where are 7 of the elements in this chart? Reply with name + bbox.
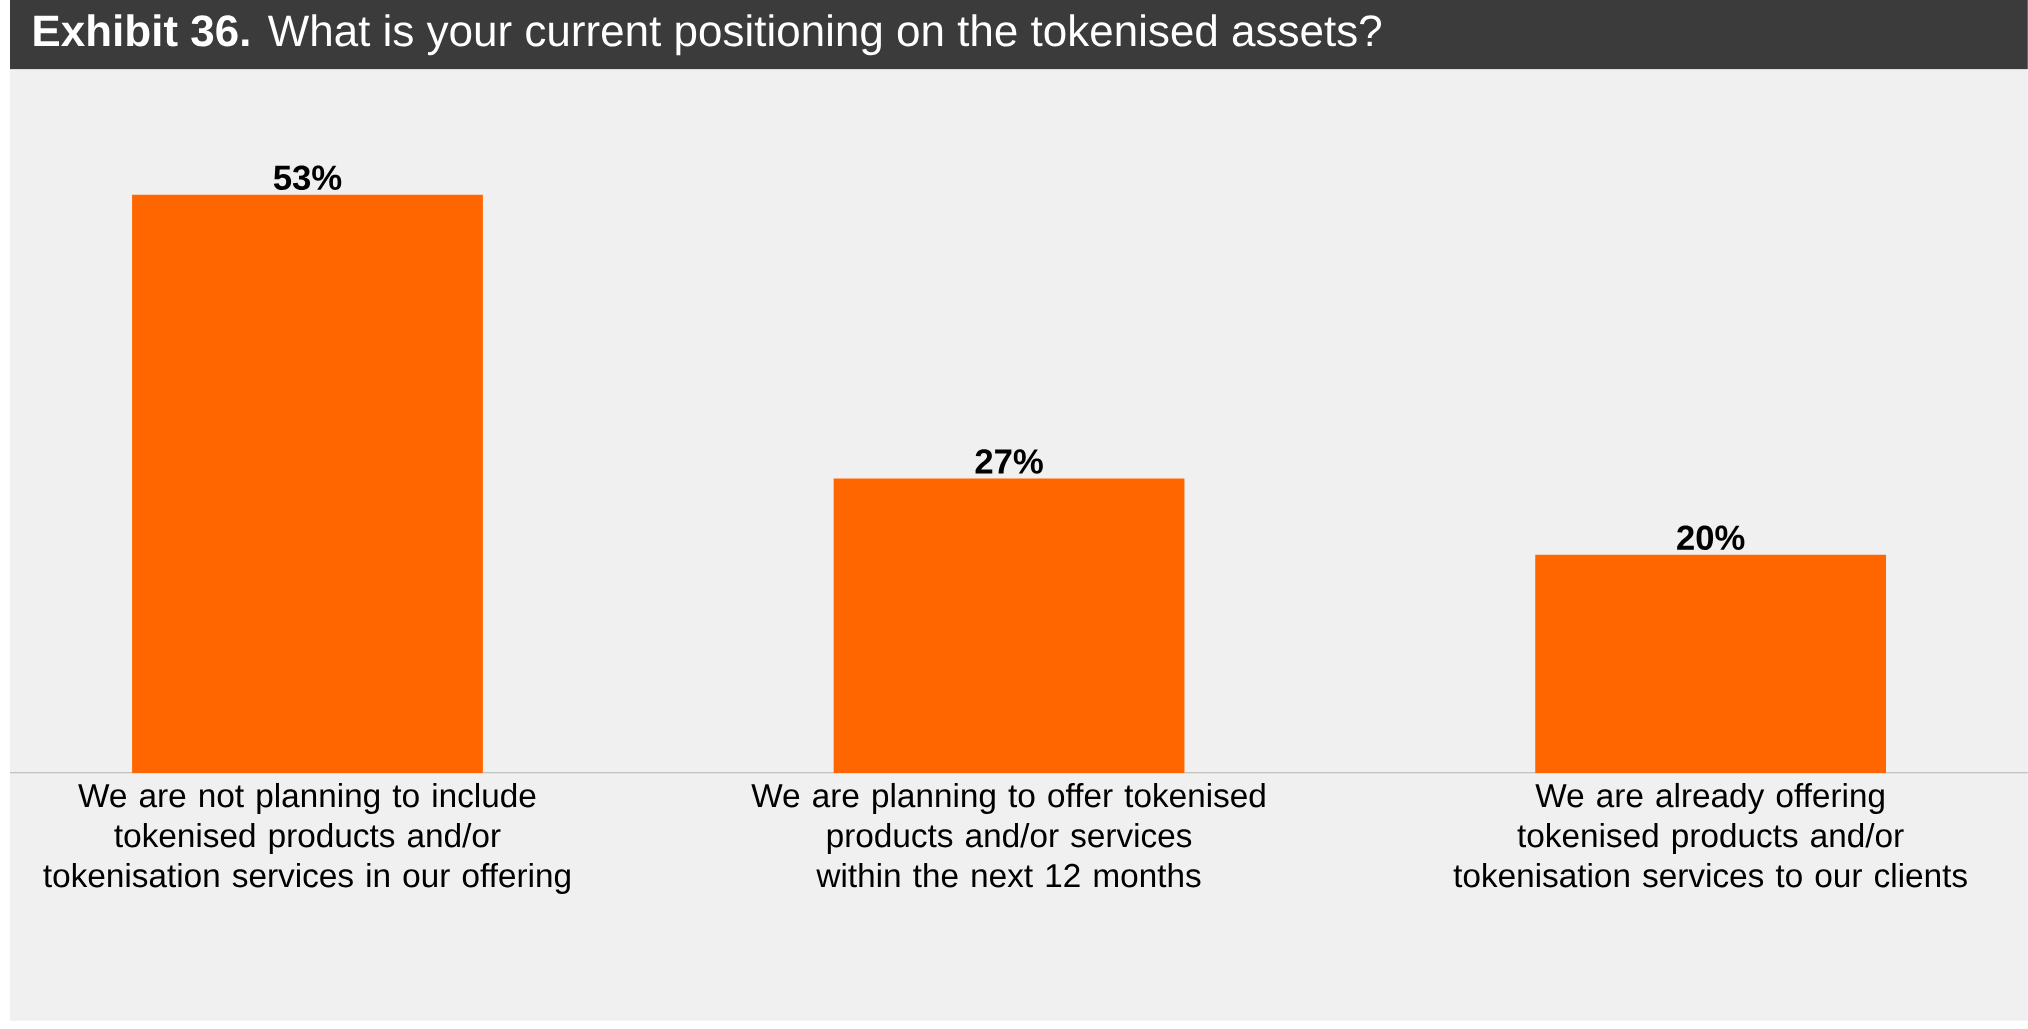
data-label: 20% [1677,525,1745,551]
chart-title: Exhibit 36. What is your current positioning on the tokenised assets? [34,14,1382,56]
x-tick-label: We are not planning to include tokenised products and/or tokenisation services in our offering [43,783,570,895]
data-label: 27% [975,449,1043,474]
data-label: 53% [273,165,342,191]
x-tick-label: We are planning to offer tokenised products and/or services within the next 12 months [751,783,1265,888]
x-tick-label: We are already offering tokenised products and/or tokenisation services to our clients [1453,783,1967,888]
